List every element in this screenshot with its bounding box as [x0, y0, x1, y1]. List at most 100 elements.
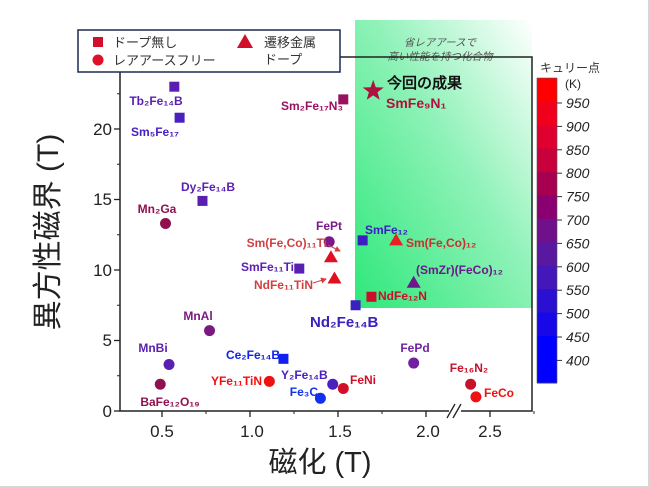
- data-point-square: [169, 81, 180, 92]
- colorbar-title: キュリー点: [540, 61, 600, 75]
- colorbar-tick-label: 600: [566, 259, 590, 275]
- axis-break-gap: [449, 404, 461, 418]
- x-tick-label: 0.5: [150, 422, 174, 441]
- y-axis-label: 異方性磁界 (T): [32, 134, 65, 331]
- legend-box: [77, 29, 341, 73]
- data-point-triangle: [327, 271, 342, 284]
- colorbar-tick-label: 500: [566, 306, 590, 322]
- data-point-square: [294, 263, 305, 274]
- colorbar-tick-label: 800: [566, 165, 590, 181]
- data-marks: [154, 79, 482, 404]
- data-label: Tb₂Fe₁₄B: [129, 94, 183, 108]
- colorbar-tick-label: 450: [566, 329, 590, 345]
- x-tick-label: 1.0: [240, 422, 264, 441]
- data-label: Dy₂Fe₁₄B: [181, 180, 235, 194]
- data-point-triangle: [389, 233, 404, 246]
- colorbar-band: [537, 148, 557, 173]
- data-point-circle: [263, 375, 275, 387]
- data-point-triangle: [406, 275, 421, 288]
- data-point-triangle: [323, 250, 338, 263]
- data-label: BaFe₁₂O₁₉: [140, 395, 199, 409]
- highlight-title: 今回の成果: [386, 74, 463, 92]
- data-point-square: [278, 353, 289, 364]
- y-tick-label: 20: [93, 120, 112, 139]
- colorbar-band: [537, 124, 557, 149]
- y-tick-label: 0: [103, 402, 112, 421]
- data-label: Sm(Fe,Co)₁₂: [406, 236, 476, 250]
- colorbar-band: [537, 218, 557, 243]
- data-label: FeNi: [350, 373, 376, 387]
- colorbar-band: [537, 289, 557, 314]
- data-label: FeCo: [484, 386, 514, 400]
- data-label: Sm(Fe,Co)₁₁Ti: [247, 236, 327, 250]
- colorbar-tick-label: 550: [566, 282, 590, 298]
- data-label: Fe₁₆N₂: [450, 361, 488, 375]
- data-labels: Tb₂Fe₁₄B Sm₅Fe₁₇ Sm₂Fe₁₇N₃ Dy₂Fe₁₄B Mn₂Ga FeP…: [129, 74, 514, 409]
- legend-label-triangle-line1: 遷移金属: [264, 35, 316, 50]
- colorbar-tick-label: 700: [566, 212, 590, 228]
- data-point-square: [350, 300, 361, 311]
- legend-label-square: ドープ無し: [113, 35, 177, 50]
- x-tick-label: 2.0: [416, 422, 440, 441]
- data-point-circle: [327, 378, 339, 390]
- data-label: FePd: [400, 341, 429, 355]
- colorbar: キュリー点 (K) 950 900 850 800 750 700 650 600 550 500…: [536, 61, 600, 384]
- data-label: SmFe₁₁Ti: [241, 260, 294, 274]
- data-label: Ce₂Fe₁₄B: [226, 348, 280, 362]
- axis-ticks: [114, 93, 535, 417]
- colorbar-band: [537, 101, 557, 126]
- data-point-circle: [470, 391, 482, 403]
- highlight-caption-line1: 省レアアースで: [404, 37, 478, 49]
- colorbar-tick-label: 650: [566, 235, 590, 251]
- data-point-circle: [408, 357, 420, 369]
- data-label: Fe₃C: [290, 385, 319, 399]
- legend-label-triangle-line2: ドープ: [264, 52, 302, 67]
- colorbar-unit: (K): [565, 77, 581, 91]
- star-icon: [362, 79, 384, 100]
- colorbar-tick-label: 750: [566, 189, 590, 205]
- y-tick-label: 10: [93, 261, 112, 280]
- data-point-circle: [323, 236, 335, 248]
- data-label: (SmZr)(FeCo)₁₂: [416, 263, 503, 277]
- colorbar-band: [537, 312, 557, 337]
- data-point-square: [338, 94, 349, 105]
- colorbar-band: [537, 242, 557, 267]
- colorbar-band: [537, 195, 557, 220]
- y-tick-label: 5: [103, 331, 112, 350]
- data-point-circle: [337, 382, 349, 394]
- legend-circle-icon: [92, 54, 104, 66]
- legend-square-icon: [93, 37, 103, 47]
- data-label: MnBi: [138, 341, 167, 355]
- data-label: Y₂Fe₁₄B: [281, 368, 328, 382]
- data-point-circle: [465, 378, 477, 390]
- highlight-region: [355, 20, 532, 308]
- colorbar-outline: [536, 77, 558, 384]
- data-point-circle: [160, 217, 172, 229]
- data-label: FePt: [316, 219, 342, 233]
- arrow-icon: [327, 244, 341, 252]
- data-point-square: [174, 112, 185, 123]
- data-label: Mn₂Ga: [138, 202, 177, 216]
- legend: ドープ無し レアアースフリー 遷移金属 ドープ: [77, 29, 341, 73]
- data-label: NdFe₁₁TiN: [254, 278, 313, 292]
- x-tick-labels: 0.5 1.0 1.5 2.0 2.5: [150, 422, 502, 441]
- colorbar-band: [537, 359, 557, 384]
- x-tick-label: 1.5: [328, 422, 352, 441]
- colorbar-tick-label: 900: [566, 118, 590, 134]
- arrow-icon: [312, 277, 327, 284]
- colorbar-tick-label: 950: [566, 95, 590, 111]
- data-label: YFe₁₁TiN: [211, 374, 262, 388]
- data-label: Nd₂Fe₁₄B: [310, 314, 379, 331]
- data-label: NdFe₁₂N: [378, 289, 427, 303]
- colorbar-band: [537, 78, 557, 102]
- data-point-circle: [163, 358, 175, 370]
- y-tick-labels: 0 5 10 15 20: [93, 120, 112, 421]
- y-tick-label: 15: [93, 190, 112, 209]
- colorbar-tick-label: 400: [566, 352, 590, 368]
- x-axis-label: 磁化 (T): [268, 446, 371, 479]
- data-point-circle: [154, 378, 166, 390]
- axis-break-mark: [446, 403, 462, 419]
- data-point-square: [366, 291, 377, 302]
